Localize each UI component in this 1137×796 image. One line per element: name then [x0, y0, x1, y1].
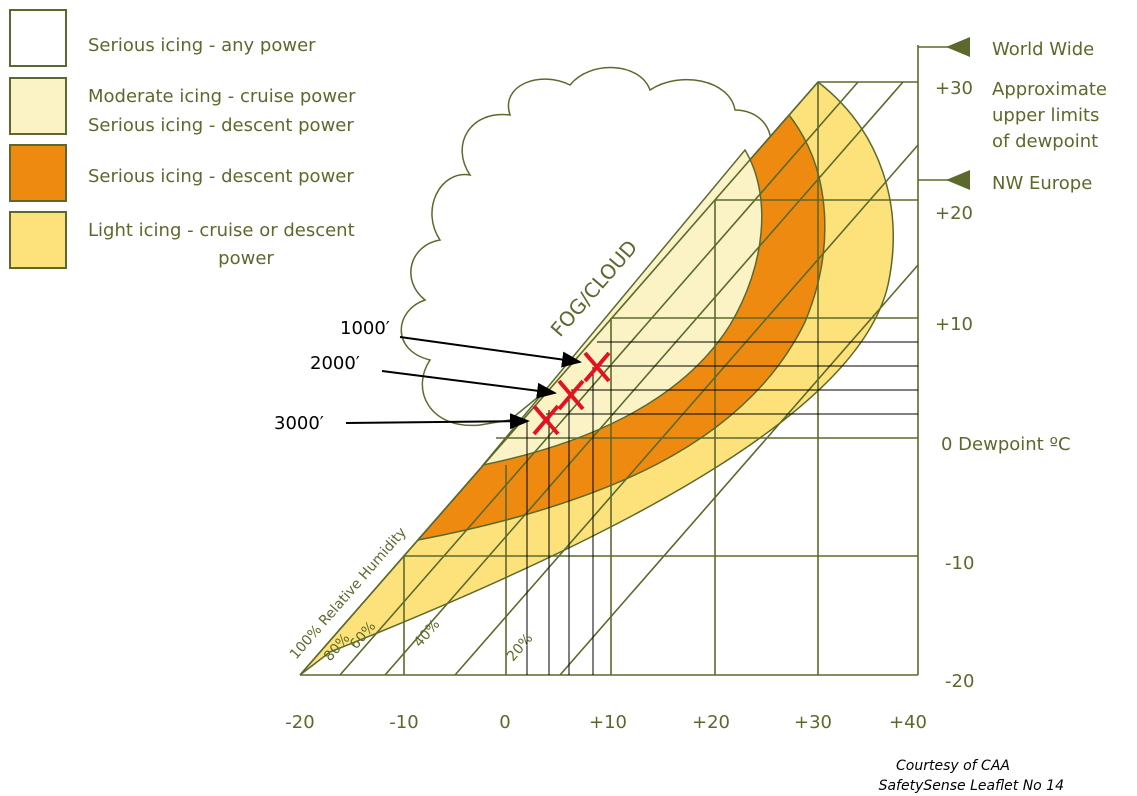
dewpoint-label: 0 Dewpoint ºC — [941, 434, 1071, 455]
temperature-label: +20 — [692, 712, 730, 733]
height-label: 2000′ — [310, 353, 360, 374]
credit: Courtesy of CAA — [896, 758, 1010, 774]
limit-note: of dewpoint — [992, 131, 1098, 152]
rh-label: 40% — [411, 617, 443, 651]
swatch — [10, 212, 66, 268]
limit-label: NW Europe — [992, 173, 1092, 194]
arrow — [346, 421, 528, 423]
legend-label: Moderate icing - cruise power — [88, 86, 356, 107]
legend-label: Serious icing - descent power — [88, 115, 354, 136]
rh-label: 20% — [504, 631, 536, 665]
temperature-label: +40 — [889, 712, 927, 733]
legend-label: Light icing - cruise or descent — [88, 220, 355, 241]
temperature-label: 0 — [499, 712, 510, 733]
credit: SafetySense Leaflet No 14 — [879, 778, 1064, 794]
pointer — [946, 37, 970, 57]
dewpoint-label: +20 — [935, 203, 973, 224]
limit-label: World Wide — [992, 39, 1094, 60]
limit-note: Approximate — [992, 79, 1107, 100]
legend-label: Serious icing - descent power — [88, 166, 354, 187]
dewpoint-label: +10 — [935, 314, 973, 335]
swatch — [10, 145, 66, 201]
swatch — [10, 78, 66, 134]
swatch — [10, 10, 66, 66]
legend-label: power — [218, 248, 274, 269]
temperature-label: -10 — [389, 712, 418, 733]
height-label: 3000′ — [274, 413, 324, 434]
height-label: 1000′ — [340, 318, 390, 339]
temperature-label: +30 — [794, 712, 832, 733]
dewpoint-label: -10 — [945, 553, 974, 574]
temperature-label: +10 — [589, 712, 627, 733]
pointer — [946, 170, 970, 190]
legend-label: Serious icing - any power — [88, 35, 316, 56]
limit-note: upper limits — [992, 105, 1099, 126]
dewpoint-label: -20 — [945, 671, 974, 692]
temperature-label: -20 — [285, 712, 314, 733]
icing-diagram: Serious icing - any power Moderate icing… — [0, 0, 1137, 796]
dewpoint-label: +30 — [935, 78, 973, 99]
